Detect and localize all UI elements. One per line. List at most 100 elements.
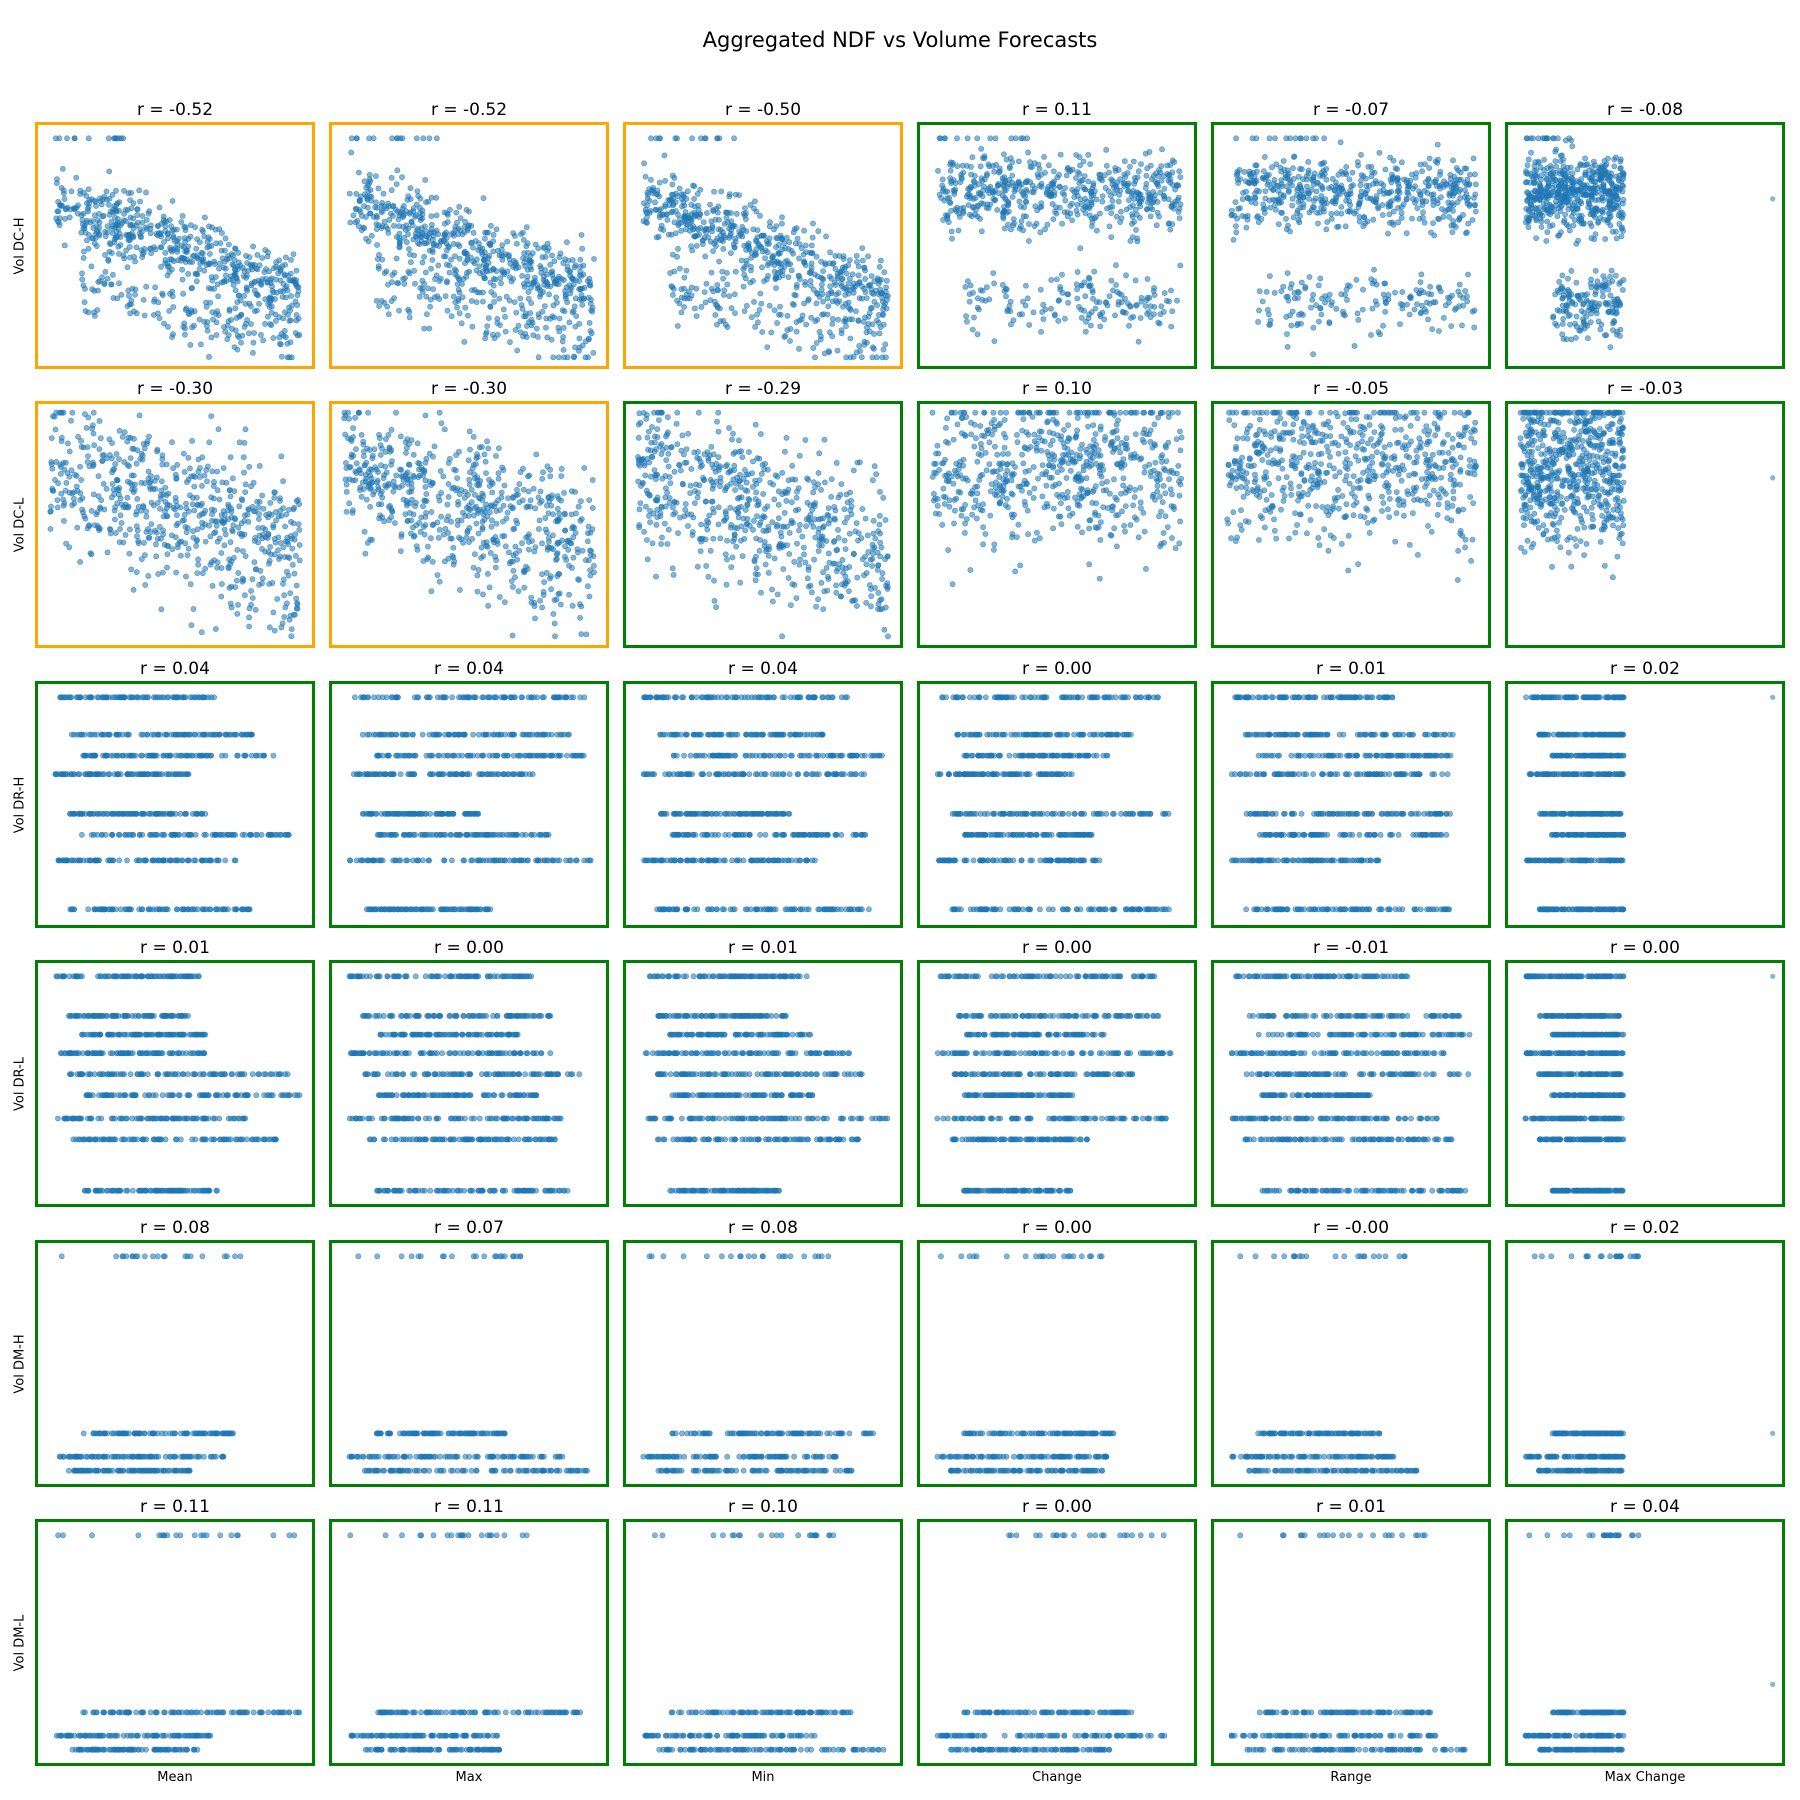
- data-point: [1612, 272, 1619, 279]
- data-point: [96, 418, 103, 424]
- data-point: [768, 329, 775, 336]
- data-point: [720, 238, 726, 245]
- data-point: [238, 339, 244, 346]
- data-point: [741, 308, 748, 314]
- data-point: [748, 314, 755, 321]
- data-point: [208, 517, 215, 524]
- data-point: [1144, 165, 1151, 172]
- data-point: [286, 555, 293, 561]
- data-point: [388, 210, 394, 217]
- data-point: [1459, 322, 1465, 329]
- data-point: [239, 548, 246, 554]
- data-point: [269, 287, 276, 294]
- data-point: [482, 331, 489, 337]
- data-point: [471, 551, 478, 558]
- data-point: [676, 185, 683, 192]
- data-point: [462, 218, 468, 225]
- data-point: [77, 463, 83, 470]
- data-point: [738, 230, 744, 236]
- data-point: [764, 344, 771, 350]
- data-point: [221, 542, 228, 549]
- data-point: [494, 315, 501, 322]
- data-point: [685, 288, 692, 295]
- data-point: [675, 246, 681, 252]
- data-point: [271, 489, 278, 496]
- data-point: [692, 225, 698, 232]
- data-point: [1390, 221, 1397, 228]
- data-point: [406, 308, 413, 315]
- data-point: [448, 313, 455, 320]
- data-point: [1353, 276, 1360, 283]
- data-point: [1454, 199, 1461, 205]
- data-point: [91, 522, 98, 528]
- data-point: [187, 581, 194, 588]
- data-point: [1440, 314, 1447, 321]
- scatter-panel: [1505, 122, 1785, 369]
- data-point: [421, 325, 428, 332]
- data-point: [800, 251, 807, 258]
- data-point: [855, 317, 862, 324]
- data-point: [90, 491, 97, 498]
- data-point: [1130, 202, 1136, 209]
- data-point: [1062, 185, 1068, 191]
- data-point: [1547, 204, 1554, 211]
- data-point: [1081, 307, 1087, 314]
- data-point: [818, 281, 825, 288]
- data-point: [847, 335, 854, 342]
- data-point: [1524, 162, 1531, 169]
- data-point: [97, 435, 104, 442]
- data-point: [458, 320, 465, 327]
- data-point: [1090, 182, 1097, 189]
- data-point: [466, 268, 473, 275]
- data-point: [200, 255, 207, 262]
- data-point: [1603, 190, 1609, 197]
- data-point: [241, 592, 248, 599]
- data-point: [1169, 308, 1176, 315]
- data-point: [991, 168, 998, 175]
- data-point: [705, 234, 712, 241]
- data-point: [1416, 215, 1423, 222]
- data-point: [143, 224, 149, 231]
- data-point: [1538, 224, 1545, 230]
- data-point: [66, 214, 73, 221]
- data-point: [732, 238, 739, 245]
- data-point: [409, 496, 415, 503]
- data-point: [400, 214, 406, 220]
- data-point: [193, 494, 200, 501]
- data-point: [1297, 204, 1304, 211]
- data-point: [63, 540, 69, 547]
- data-point: [1607, 273, 1613, 280]
- data-point: [1597, 214, 1604, 221]
- data-point: [669, 172, 676, 179]
- data-point: [987, 135, 994, 142]
- data-point: [173, 226, 180, 233]
- data-point: [847, 305, 854, 312]
- data-point: [103, 188, 110, 195]
- data-point: [367, 187, 374, 193]
- data-point: [1145, 195, 1152, 201]
- data-point: [1372, 298, 1379, 305]
- data-point: [1288, 322, 1295, 329]
- data-point: [1526, 214, 1533, 221]
- data-point: [1567, 164, 1574, 171]
- data-point: [1585, 335, 1591, 342]
- data-point: [869, 321, 876, 328]
- data-point: [160, 569, 166, 576]
- data-point: [138, 507, 145, 514]
- data-point: [378, 298, 385, 304]
- data-point: [1277, 191, 1284, 198]
- data-point: [959, 175, 965, 182]
- data-point: [393, 181, 400, 187]
- data-point: [96, 232, 103, 239]
- data-point: [533, 325, 540, 332]
- data-point: [1267, 204, 1274, 211]
- data-point: [133, 523, 140, 530]
- data-point: [773, 235, 780, 241]
- data-point: [1548, 176, 1554, 183]
- data-point: [251, 330, 257, 336]
- data-point: [1564, 195, 1571, 202]
- data-point: [1239, 213, 1246, 219]
- data-point: [1602, 171, 1608, 178]
- data-point: [675, 222, 682, 229]
- data-point: [702, 253, 709, 260]
